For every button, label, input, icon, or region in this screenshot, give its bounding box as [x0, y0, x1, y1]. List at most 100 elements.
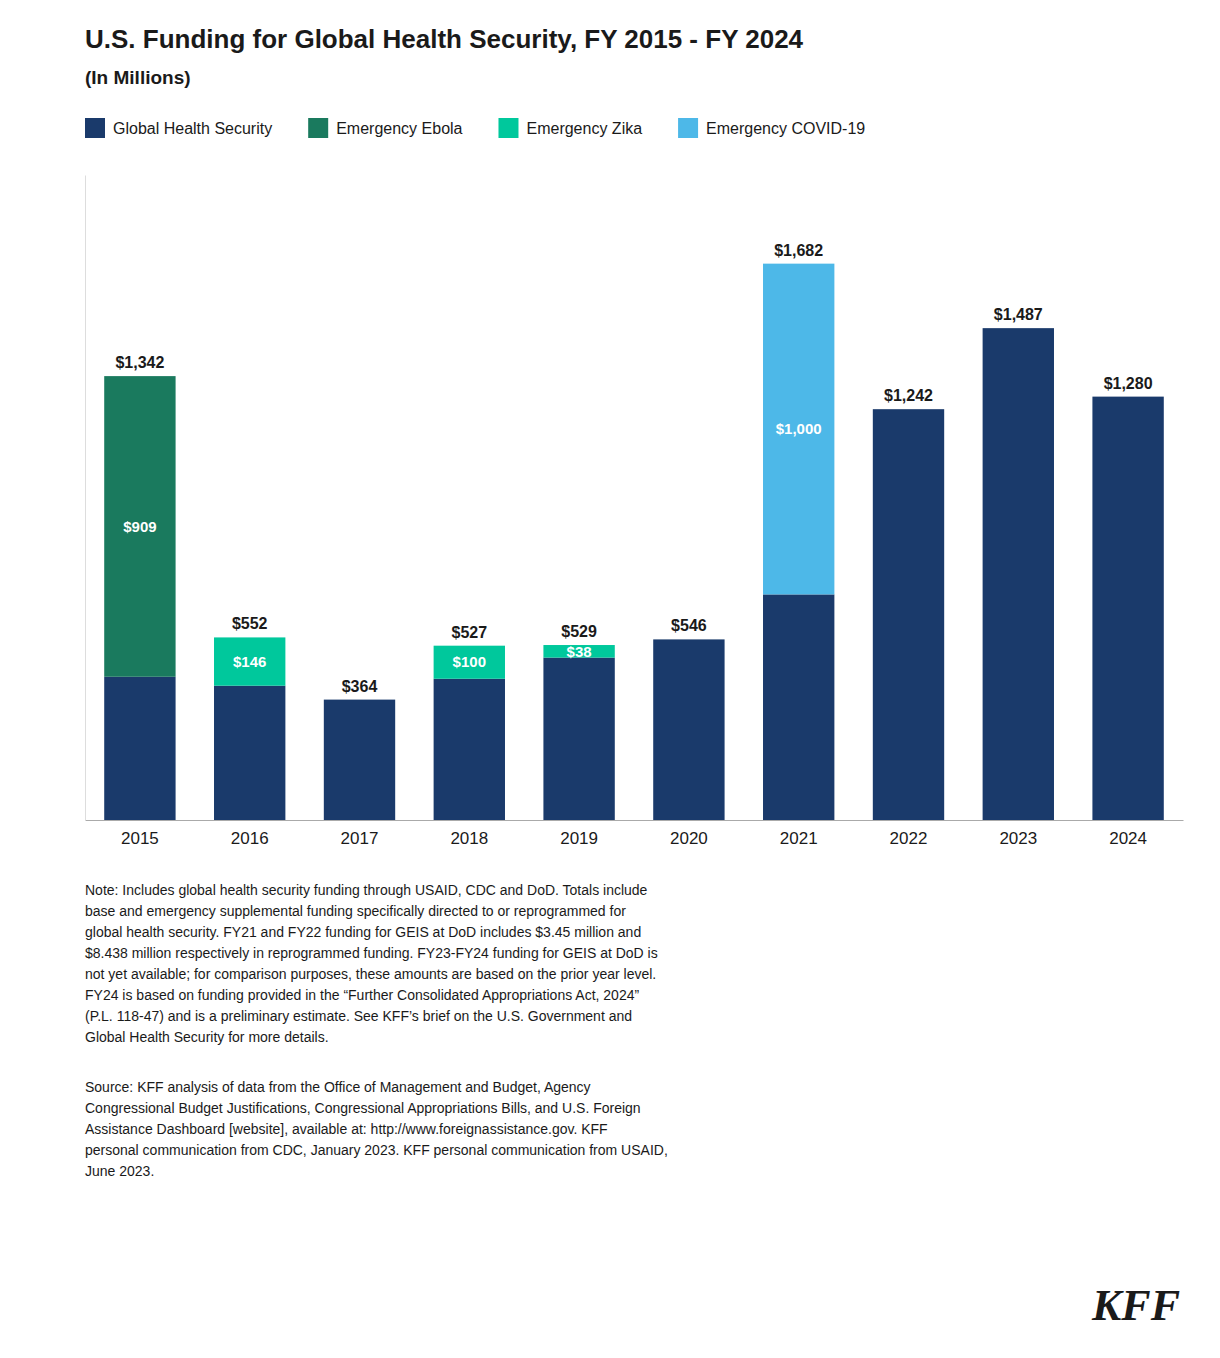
- y-axis-line: [85, 176, 86, 821]
- note-line: global health security. FY21 and FY22 fu…: [85, 924, 641, 940]
- segment-label: $38: [567, 643, 592, 660]
- x-tick: 2024: [1109, 829, 1147, 848]
- total-label: $364: [342, 678, 378, 695]
- total-label: $1,280: [1104, 375, 1153, 392]
- logo: KFF: [1091, 1281, 1180, 1330]
- total-label: $529: [561, 623, 597, 640]
- total-label: $546: [671, 617, 707, 634]
- bar-segment: [324, 699, 395, 700]
- bar-segment: [1092, 396, 1163, 397]
- source-line: Assistance Dashboard [website], availabl…: [85, 1121, 608, 1137]
- y-axis: [85, 176, 86, 821]
- bar-segment: [653, 639, 724, 820]
- segment-label: $1,000: [776, 420, 822, 437]
- total-label: $1,242: [884, 387, 933, 404]
- note-line: Note: Includes global health security fu…: [85, 882, 648, 898]
- bar-segment: [983, 328, 1054, 820]
- x-axis: 2015 2016 2017 2018 2019 2020 2021 2022 2023 2024: [86, 821, 1184, 849]
- series: [104, 376, 175, 677]
- bar-segment: [324, 700, 395, 820]
- total-label: $1,682: [774, 242, 823, 259]
- bar-segment: [983, 328, 1054, 329]
- x-tick: 2015: [121, 829, 159, 848]
- note-line: Global Health Security for more details.: [85, 1029, 329, 1045]
- x-tick: 2021: [780, 829, 818, 848]
- bar-segment: [434, 645, 505, 646]
- bar-segment: [214, 686, 285, 820]
- x-tick-label: 2016: [231, 829, 269, 848]
- bar-segment: [434, 679, 505, 820]
- x-tick-label: 2021: [780, 829, 818, 848]
- note-line: not yet available; for comparison purpos…: [85, 966, 656, 982]
- x-tick: 2018: [450, 829, 488, 848]
- x-tick-label: 2022: [890, 829, 928, 848]
- segment-label: $909: [123, 518, 156, 535]
- bar-segment: [104, 376, 175, 677]
- x-axis-line: [86, 820, 1184, 821]
- note-line: base and emergency supplemental funding …: [85, 903, 626, 919]
- bar-segment: [214, 637, 285, 638]
- x-tick-label: 2023: [999, 829, 1037, 848]
- bar-segment: [873, 409, 944, 410]
- bar-segment: [214, 637, 285, 685]
- x-tick: 2020: [670, 829, 708, 848]
- bar-segment: [653, 639, 724, 640]
- note-line: (P.L. 118-47) and is a preliminary estim…: [85, 1008, 632, 1024]
- note-line: FY24 is based on funding provided in the…: [85, 987, 639, 1003]
- total-label: $527: [452, 624, 488, 641]
- bar-segment: [104, 677, 175, 820]
- bar-segment: [1092, 396, 1163, 397]
- x-tick: 2023: [999, 829, 1037, 848]
- data-labels: $909$146$100$38$1,000$1,342$552$364$527$…: [115, 242, 1152, 695]
- source-line: Source: KFF analysis of data from the Of…: [85, 1079, 591, 1095]
- title: U.S. Funding for Global Health Security,…: [85, 24, 804, 54]
- bar-segment: [543, 658, 614, 820]
- note: Note: Includes global health security fu…: [85, 882, 658, 1045]
- x-tick-label: 2015: [121, 829, 159, 848]
- bar-segment: [434, 646, 505, 679]
- legend-swatch: [678, 118, 698, 138]
- source: Source: KFF analysis of data from the Of…: [85, 1079, 668, 1179]
- bar-segment: [983, 328, 1054, 329]
- total-label: $552: [232, 615, 268, 632]
- subtitle: (In Millions): [85, 67, 191, 88]
- bar-segment: [324, 699, 395, 700]
- source-line: June 2023.: [85, 1163, 154, 1179]
- legend-label: Emergency Ebola: [336, 120, 462, 137]
- x-tick: 2022: [890, 829, 928, 848]
- legend-swatch: [308, 118, 328, 138]
- series: [763, 264, 834, 595]
- bar-segment: [763, 594, 834, 820]
- total-label: $1,487: [994, 306, 1043, 323]
- bar-segment: [104, 376, 175, 377]
- bar-segment: [873, 409, 944, 410]
- segment-label: $100: [453, 653, 486, 670]
- bar-segment: [653, 639, 724, 640]
- legend-label: Global Health Security: [113, 120, 272, 137]
- x-tick-label: 2018: [450, 829, 488, 848]
- bar-segment: [1092, 397, 1163, 820]
- legend-item: Emergency Zika: [498, 118, 642, 138]
- legend-swatch: [85, 118, 105, 138]
- note-line: $8.438 million respectively in reprogram…: [85, 945, 658, 961]
- legend-label: Emergency Zika: [526, 120, 642, 137]
- x-tick-label: 2019: [560, 829, 598, 848]
- legend-label: Emergency COVID-19: [706, 120, 865, 137]
- bars: [104, 264, 1164, 820]
- series: [104, 328, 1164, 820]
- bar-segment: [104, 376, 175, 377]
- legend: Global Health Security Emergency Ebola Eme…: [85, 118, 865, 138]
- bar-segment: [873, 409, 944, 410]
- x-tick-label: 2024: [1109, 829, 1147, 848]
- x-tick: 2019: [560, 829, 598, 848]
- total-label: $1,342: [115, 354, 164, 371]
- source-line: personal communication from CDC, January…: [85, 1142, 668, 1158]
- x-tick-label: 2017: [341, 829, 379, 848]
- x-tick-label: 2020: [670, 829, 708, 848]
- bar-segment: [1092, 396, 1163, 397]
- x-tick: 2016: [231, 829, 269, 848]
- chart: U.S. Funding for Global Health Security,…: [0, 0, 1220, 1358]
- bar-segment: [324, 699, 395, 700]
- legend-item: Global Health Security: [85, 118, 272, 138]
- series: [214, 637, 615, 685]
